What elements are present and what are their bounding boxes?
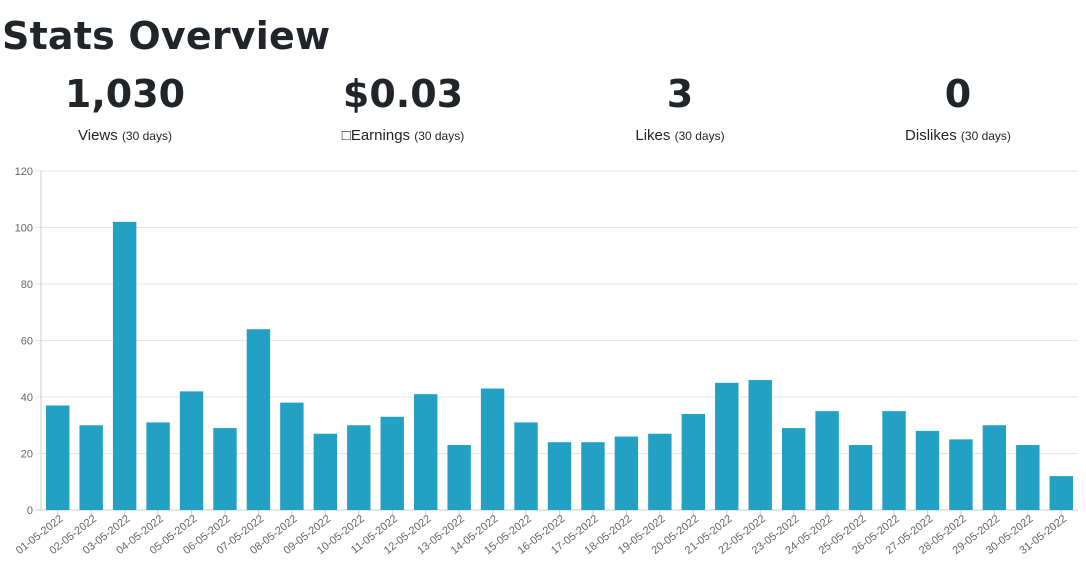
y-tick-label: 120 — [15, 166, 33, 178]
stat-earnings-value: $0.03 — [342, 72, 464, 116]
stat-earnings: $0.03 □Earnings (30 days) — [268, 70, 538, 146]
bar — [480, 388, 505, 510]
stat-dislikes-period: (30 days) — [960, 129, 1011, 143]
stat-dislikes-value: 0 — [944, 72, 972, 116]
views-bar-chart: 02040608010012001-05-202202-05-202203-05… — [14, 166, 1078, 557]
y-tick-label: 60 — [21, 336, 33, 348]
bar — [79, 425, 103, 510]
bar — [112, 221, 137, 510]
bar — [848, 445, 873, 510]
bar — [547, 442, 572, 510]
bar — [213, 428, 237, 510]
bar — [280, 402, 304, 510]
stat-earnings-icon: □ — [341, 127, 351, 144]
bar — [514, 422, 538, 510]
y-tick-label: 40 — [21, 392, 33, 404]
bar — [347, 425, 371, 510]
bar — [681, 413, 706, 510]
page-title: Stats Overview — [2, 14, 331, 58]
bar — [380, 416, 404, 510]
stat-views-period: (30 days) — [121, 129, 172, 143]
bar — [882, 411, 906, 510]
stat-views-label: Views — [78, 127, 118, 144]
bar — [949, 439, 973, 510]
bar — [246, 329, 271, 510]
bar — [648, 433, 672, 510]
y-tick-label: 0 — [27, 505, 33, 517]
stat-likes: 3 Likes (30 days) — [545, 70, 815, 146]
stat-likes-value: 3 — [666, 72, 694, 116]
stat-earnings-period: (30 days) — [414, 129, 465, 143]
bar — [614, 436, 639, 510]
stat-views: 1,030 Views (30 days) — [0, 70, 260, 146]
stat-earnings-label: Earnings — [350, 127, 411, 144]
y-tick-label: 80 — [21, 279, 33, 291]
bar — [581, 442, 605, 510]
stat-dislikes: 0 Dislikes (30 days) — [823, 70, 1086, 146]
y-tick-label: 20 — [21, 449, 33, 461]
bar — [982, 425, 1007, 510]
bar — [1016, 445, 1040, 510]
bar — [781, 428, 806, 510]
bar — [1049, 476, 1073, 510]
bar — [715, 382, 739, 510]
bar — [413, 394, 438, 510]
bar — [748, 380, 772, 510]
stat-likes-label: Likes — [635, 127, 671, 144]
y-tick-label: 100 — [15, 223, 33, 235]
stat-views-value: 1,030 — [64, 72, 186, 116]
bar — [447, 445, 471, 510]
bar — [815, 411, 839, 510]
stat-dislikes-label: Dislikes — [905, 127, 957, 144]
bar — [146, 422, 170, 510]
stat-likes-period: (30 days) — [674, 129, 725, 143]
bar — [179, 391, 204, 510]
bar — [313, 433, 338, 510]
stats-summary: 1,030 Views (30 days) $0.03 □Earnings (3… — [0, 70, 1086, 150]
bar — [915, 430, 940, 510]
bar — [46, 405, 70, 510]
